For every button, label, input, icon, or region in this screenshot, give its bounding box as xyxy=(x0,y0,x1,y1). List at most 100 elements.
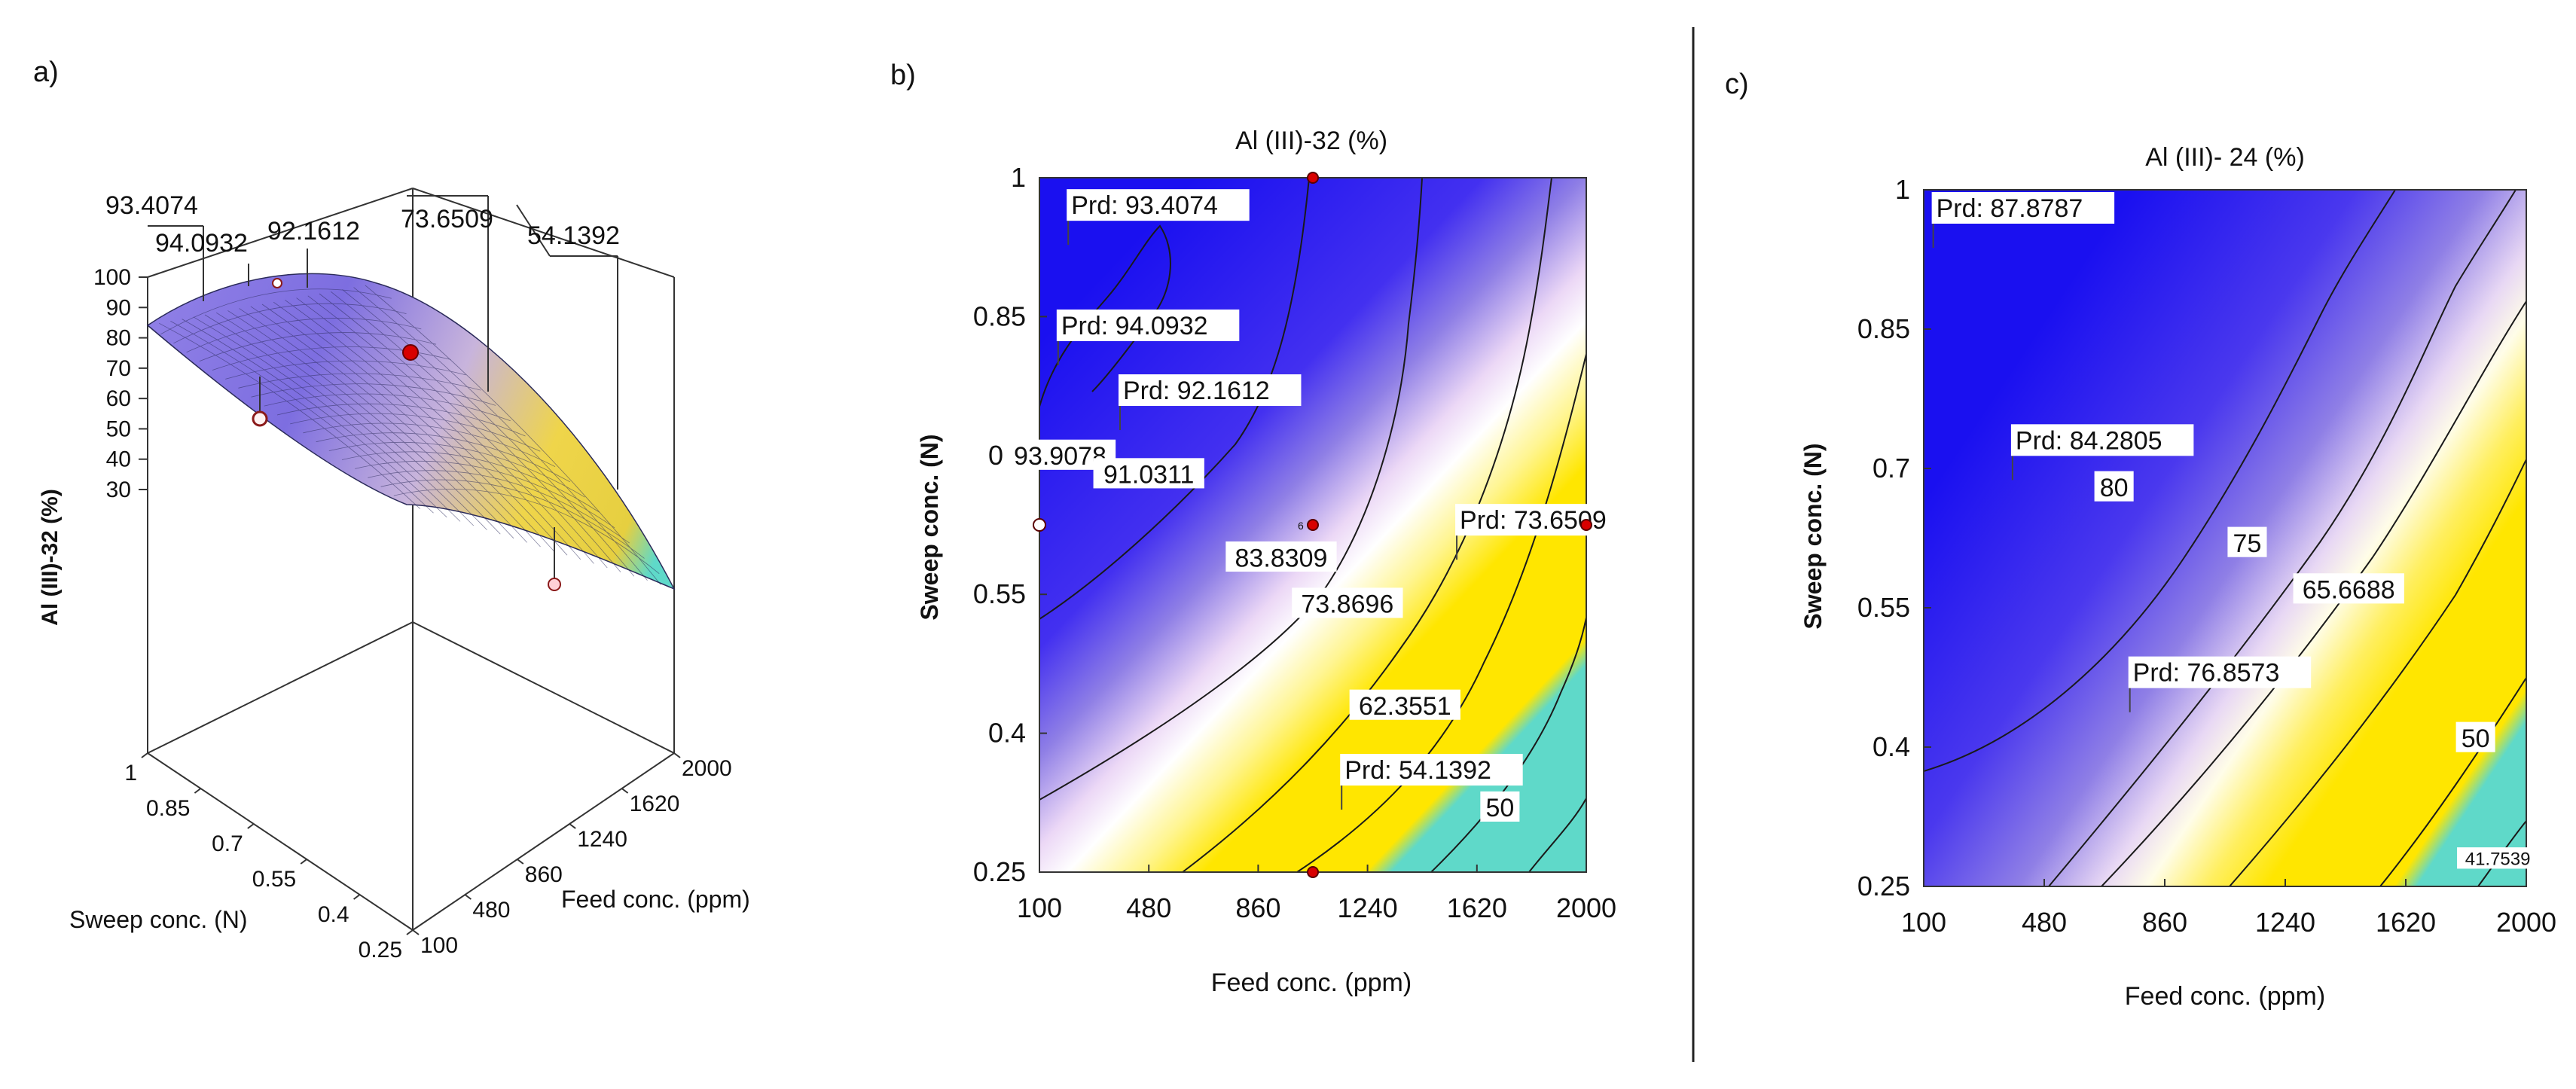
x-tick-label-b: 1620 xyxy=(1447,892,1507,923)
y-tick-label-b: 0.4 xyxy=(988,718,1026,749)
feed-tick-label-a: 100 xyxy=(420,933,458,958)
y-tick-label-c: 0.4 xyxy=(1872,731,1910,762)
sweep-tick-a xyxy=(353,894,361,900)
contour-label-bg-b xyxy=(1349,689,1460,720)
y-tick-label-c: 0.85 xyxy=(1857,313,1910,344)
x-tick-label-c: 1240 xyxy=(2255,907,2315,938)
contour-label-bg-b xyxy=(1480,791,1520,822)
top-labels-a xyxy=(148,195,618,490)
mesh-line-a xyxy=(227,310,501,535)
chart-title-c: Al (III)- 24 (%) xyxy=(2145,143,2305,172)
feed-tick-label-a: 480 xyxy=(472,898,510,923)
panel-a-letter: a) xyxy=(33,56,59,88)
contour-label-bg-c xyxy=(2293,573,2404,604)
y-axis-title-b: Sweep conc. (N) xyxy=(916,434,943,620)
contour-label-bg-b xyxy=(1093,458,1204,489)
mesh-line-a xyxy=(316,432,570,483)
prd-label-bg-b xyxy=(1067,189,1250,221)
x-tick-label-b: 100 xyxy=(1017,892,1062,923)
x-axis-title-c: Feed conc. (ppm) xyxy=(2125,982,2325,1011)
prd-label-b: Prd: 94.0932 xyxy=(1061,312,1208,340)
sweep-tick-a xyxy=(300,859,307,865)
prd-label-bg-c xyxy=(2010,424,2194,456)
contour-label-b: 73.8696 xyxy=(1301,590,1393,619)
mesh-line-a xyxy=(239,308,514,539)
sweep-axis-title-a: Sweep conc. (N) xyxy=(69,906,248,933)
contour-label-b: 91.0311 xyxy=(1103,461,1194,490)
mesh-line-a xyxy=(285,300,568,556)
mesh-line-a xyxy=(250,306,528,543)
design-point-b xyxy=(1033,518,1046,532)
x-tick-label-b: 1240 xyxy=(1338,892,1398,923)
feed-tick-a xyxy=(569,823,576,829)
contour-plot-c: Al (III)- 24 (%) 100 480 860 1240 1620 2000 0.… xyxy=(1799,143,2556,1011)
x-tick-label-c: 2000 xyxy=(2496,907,2556,938)
mesh-line-a xyxy=(264,393,511,422)
feed-tick-label-a: 1620 xyxy=(630,792,680,816)
mesh-line-a xyxy=(368,470,630,544)
mesh-line-a xyxy=(330,291,621,572)
sweep-tick-label-a: 0.7 xyxy=(212,831,243,856)
surface-mesh xyxy=(159,285,661,585)
vertical-tick-label-a: 60 xyxy=(106,386,131,411)
mesh-line-a xyxy=(238,373,481,391)
prd-label-c: Prd: 84.2805 xyxy=(2016,426,2162,455)
feed-tick-a xyxy=(621,788,629,794)
mesh-line-a xyxy=(251,383,496,406)
design-point-b xyxy=(1307,519,1319,531)
panel-b-letter: b) xyxy=(890,59,916,91)
contour-label-b: 93.9078 xyxy=(1014,442,1106,471)
x-tick-label-c: 860 xyxy=(2142,907,2187,938)
mesh-line-a xyxy=(353,287,648,581)
mesh-line-a xyxy=(193,316,461,522)
feed-tick-label-a: 1240 xyxy=(577,827,627,852)
design-point-b xyxy=(1307,172,1319,184)
x-axis-title-b: Feed conc. (ppm) xyxy=(1211,969,1412,997)
mesh-line-a xyxy=(212,346,451,371)
vertical-tick-label-a: 100 xyxy=(93,265,131,290)
mesh-line-a xyxy=(173,303,407,344)
chart-title-b: Al (III)-32 (%) xyxy=(1235,127,1387,155)
x-tick-label-b: 480 xyxy=(1126,892,1171,923)
mesh-line-a xyxy=(290,413,541,452)
prd-label-c: Prd: 87.8787 xyxy=(1937,194,2083,223)
contour-label-bg-c xyxy=(2457,847,2539,869)
y-tick-label-c: 0.7 xyxy=(1872,453,1910,483)
contour-label-bg-c xyxy=(2455,721,2495,752)
response-surface xyxy=(146,273,676,590)
prd-label-b: Prd: 93.4074 xyxy=(1071,191,1218,220)
surface-plot-a: 30 40 50 60 70 80 90 100 Al (III)-32 (%) 1 0.85 0… xyxy=(38,188,750,962)
mesh-line-a xyxy=(170,321,434,514)
sweep-tick-a xyxy=(406,929,414,935)
y-axis-title-c: Sweep conc. (N) xyxy=(1799,443,1827,629)
top-label-a-3: 92.1612 xyxy=(267,217,360,246)
sweep-tick-a xyxy=(247,823,255,829)
mesh-line-a xyxy=(365,285,661,585)
vertical-tick-label-a: 70 xyxy=(106,356,131,381)
prd-label-bg-c xyxy=(1931,192,2115,224)
feed-tick-label-a: 2000 xyxy=(682,756,732,781)
contour-label-c: 41.7539 xyxy=(2465,850,2531,870)
prd-label-c: Prd: 76.8573 xyxy=(2133,659,2280,688)
contour-label-b: 62.3551 xyxy=(1359,692,1451,721)
sweep-tick-a xyxy=(194,788,201,794)
y-tick-label-c: 1 xyxy=(1895,174,1910,205)
mesh-line-a xyxy=(159,322,421,509)
contour-plot-b: Al (III)-32 (%) 100 480 860 1240 1620 2000 0.2… xyxy=(916,127,1638,997)
y-tick-label-b: 0.25 xyxy=(973,856,1026,887)
design-point-b xyxy=(1580,519,1592,531)
prd-label-bg-b xyxy=(1455,504,1638,536)
feed-tick-a xyxy=(517,859,524,865)
y-tick-label-b: 1 xyxy=(1011,162,1026,193)
vertical-tick-label-a: 40 xyxy=(106,447,131,472)
sweep-tick-label-a: 1 xyxy=(124,761,137,785)
feed-axis-title-a: Feed conc. (ppm) xyxy=(561,886,750,913)
contour-label-bg-b xyxy=(1292,587,1403,618)
contour-label-b: 83.8309 xyxy=(1235,544,1328,572)
x-tick-label-c: 480 xyxy=(2022,907,2067,938)
vertical-axis-a: 30 40 50 60 70 80 90 100 xyxy=(93,265,148,502)
mesh-line-a xyxy=(319,293,608,569)
contour-label-bg-c xyxy=(2094,471,2134,502)
